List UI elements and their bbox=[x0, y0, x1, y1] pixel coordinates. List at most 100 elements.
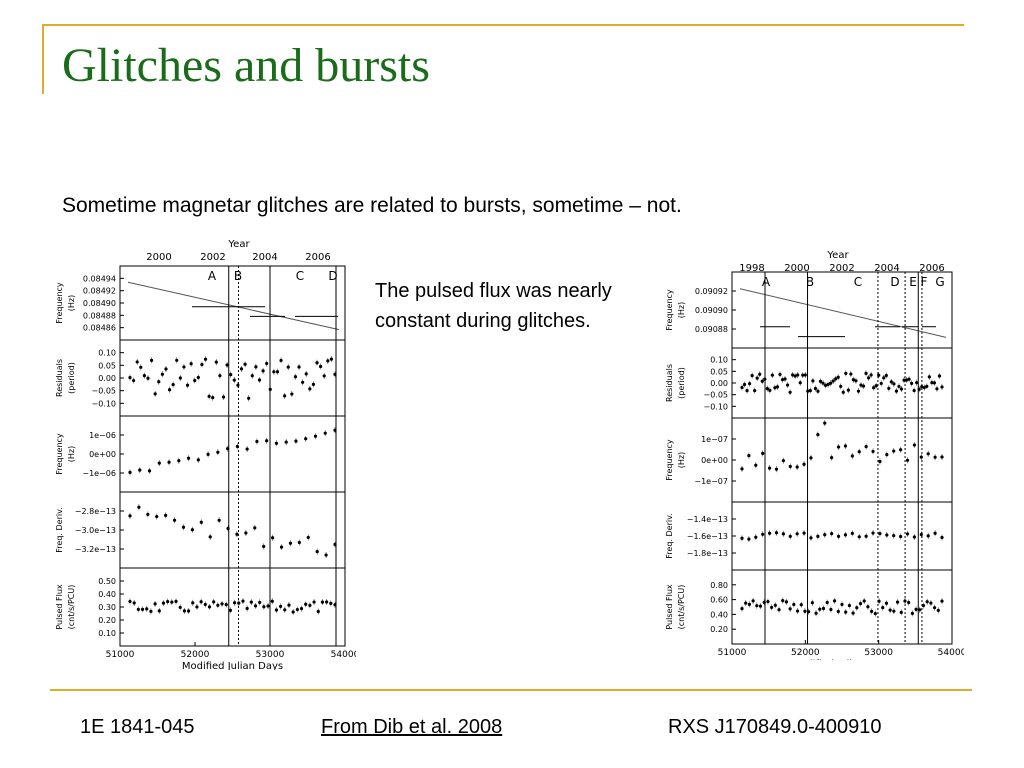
data-point bbox=[258, 600, 262, 605]
panel-tick-label: 0.09090 bbox=[695, 306, 728, 315]
mjd-tick-label: 53000 bbox=[256, 650, 285, 660]
data-point bbox=[261, 369, 265, 373]
data-point bbox=[882, 376, 886, 380]
data-point bbox=[199, 520, 203, 524]
data-point bbox=[864, 371, 868, 375]
mjd-tick-label: 51000 bbox=[106, 650, 135, 660]
data-point bbox=[254, 365, 258, 369]
panel-tick-label: −2.8e−13 bbox=[75, 507, 116, 516]
data-point bbox=[910, 381, 914, 385]
data-point bbox=[181, 525, 186, 529]
accent-bar-left bbox=[42, 24, 44, 94]
accent-bar-top bbox=[42, 24, 964, 26]
panel-frame bbox=[119, 415, 346, 493]
mjd-tick-label: 54000 bbox=[938, 648, 964, 658]
year-tick-label: 2000 bbox=[146, 252, 171, 263]
data-point bbox=[910, 611, 914, 616]
data-point bbox=[929, 601, 933, 605]
data-point bbox=[795, 465, 799, 469]
data-point bbox=[861, 384, 866, 388]
data-point bbox=[831, 379, 835, 383]
data-point bbox=[297, 365, 301, 369]
data-point bbox=[864, 444, 868, 449]
panel-tick-label: 0.08490 bbox=[83, 299, 116, 308]
data-point bbox=[207, 605, 212, 609]
data-point bbox=[878, 459, 882, 464]
data-point bbox=[821, 381, 825, 385]
data-point bbox=[329, 357, 334, 361]
panel-axis-title: Pulsed Flux bbox=[55, 584, 64, 630]
data-point bbox=[801, 373, 805, 377]
data-point bbox=[935, 387, 939, 391]
data-point bbox=[788, 607, 792, 611]
panel-axis-title: Residuals bbox=[55, 359, 64, 397]
data-point bbox=[193, 378, 197, 383]
data-point bbox=[135, 360, 139, 364]
data-point bbox=[319, 364, 323, 369]
data-point bbox=[161, 601, 166, 605]
data-point bbox=[245, 606, 249, 611]
panel-tick-label: 0.00 bbox=[710, 379, 728, 388]
panel-tick-label: 0.10 bbox=[98, 629, 116, 638]
panel-tick-label: 0.40 bbox=[710, 610, 728, 619]
data-point bbox=[274, 608, 279, 612]
data-point bbox=[816, 534, 820, 538]
data-point bbox=[895, 600, 900, 604]
data-point bbox=[186, 456, 191, 460]
data-point bbox=[140, 607, 145, 611]
data-point bbox=[754, 535, 758, 539]
data-point bbox=[823, 421, 827, 425]
data-point bbox=[821, 606, 826, 611]
data-point bbox=[128, 470, 132, 474]
data-point bbox=[304, 602, 308, 606]
data-point bbox=[312, 600, 316, 604]
data-point bbox=[206, 452, 210, 456]
data-point bbox=[836, 375, 840, 379]
data-point bbox=[851, 611, 855, 615]
data-point bbox=[753, 388, 757, 393]
data-point bbox=[758, 372, 762, 376]
panel-tick-label: 0.08486 bbox=[83, 324, 116, 333]
footer-reference-link[interactable]: From Dib et al. 2008 bbox=[321, 716, 503, 738]
panel-tick-label: 0.09088 bbox=[695, 325, 728, 334]
data-point bbox=[287, 603, 291, 607]
data-point bbox=[271, 536, 275, 540]
data-point bbox=[885, 453, 889, 457]
data-point bbox=[884, 373, 888, 378]
data-point bbox=[925, 384, 929, 388]
panel-tick-label: −1.8e−13 bbox=[687, 549, 728, 558]
data-point bbox=[744, 601, 748, 605]
data-point bbox=[747, 537, 751, 541]
data-point bbox=[145, 607, 149, 611]
data-point bbox=[218, 374, 222, 378]
data-point bbox=[770, 605, 774, 610]
data-point bbox=[940, 535, 944, 540]
data-point bbox=[750, 373, 754, 378]
data-point bbox=[892, 609, 896, 613]
data-point bbox=[262, 544, 266, 549]
panel-tick-label: 0.10 bbox=[710, 356, 728, 365]
data-point bbox=[761, 451, 765, 455]
data-point bbox=[751, 599, 755, 603]
mjd-tick-label: 51000 bbox=[718, 648, 747, 658]
data-point bbox=[164, 367, 168, 371]
year-tick-label: 2004 bbox=[252, 252, 277, 263]
data-point bbox=[128, 599, 132, 604]
data-point bbox=[866, 605, 870, 609]
data-point bbox=[874, 384, 878, 388]
data-point bbox=[196, 458, 200, 462]
data-point bbox=[921, 603, 926, 608]
data-point bbox=[773, 603, 777, 607]
data-point bbox=[830, 456, 834, 460]
data-point bbox=[199, 600, 203, 604]
data-point bbox=[760, 379, 764, 383]
data-point bbox=[871, 449, 875, 454]
data-point bbox=[926, 534, 930, 538]
data-point bbox=[849, 372, 853, 376]
data-point bbox=[203, 357, 208, 361]
panel-axis-title: (period) bbox=[67, 362, 76, 394]
data-point bbox=[796, 373, 800, 377]
data-point bbox=[324, 553, 328, 557]
data-point bbox=[795, 532, 799, 536]
data-point bbox=[286, 365, 290, 369]
